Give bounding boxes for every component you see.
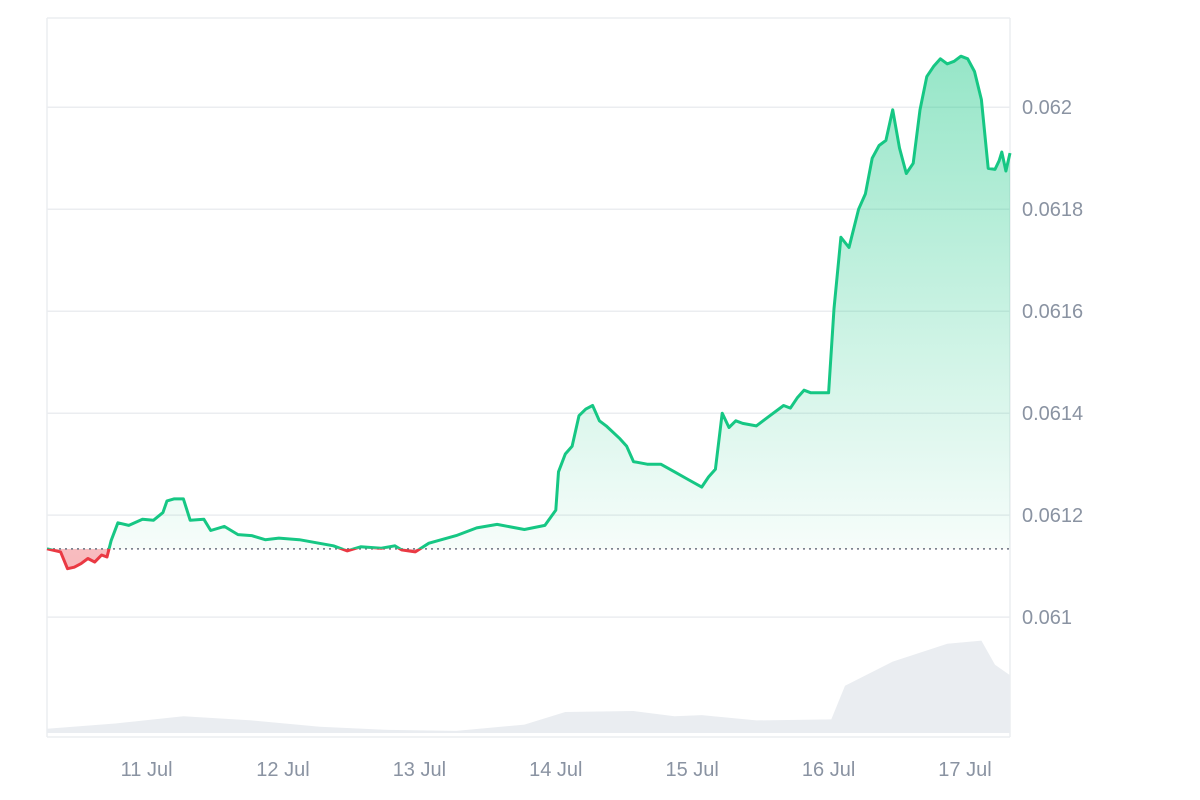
x-tick-label: 16 Jul bbox=[802, 759, 855, 781]
x-tick-label: 13 Jul bbox=[393, 759, 446, 781]
x-axis-labels: 11 Jul 12 Jul 13 Jul 14 Jul 15 Jul 16 Jul 17 J… bbox=[121, 759, 992, 781]
x-tick-label: 14 Jul bbox=[529, 759, 582, 781]
price-line bbox=[46, 54, 1012, 571]
price-line-up bbox=[46, 54, 1012, 549]
y-tick-label: 0.061 bbox=[1022, 607, 1072, 629]
y-tick-label: 0.0618 bbox=[1022, 199, 1083, 221]
price-area-up bbox=[47, 56, 1010, 549]
grid-lines bbox=[47, 106, 1010, 618]
y-tick-label: 0.0612 bbox=[1022, 505, 1083, 527]
x-tick-label: 17 Jul bbox=[938, 759, 991, 781]
y-axis-labels: 0.061 0.0612 0.0614 0.0616 0.0618 0.062 bbox=[1022, 97, 1083, 629]
x-tick-label: 15 Jul bbox=[665, 759, 718, 781]
volume-area bbox=[47, 640, 1010, 733]
y-tick-label: 0.0614 bbox=[1022, 403, 1083, 425]
price-area-down bbox=[47, 548, 421, 569]
x-tick-label: 11 Jul bbox=[121, 759, 173, 781]
y-tick-label: 0.0616 bbox=[1022, 301, 1083, 323]
volume-bars bbox=[47, 640, 1010, 733]
x-tick-label: 12 Jul bbox=[256, 759, 309, 781]
y-tick-label: 0.062 bbox=[1022, 97, 1072, 119]
price-area bbox=[47, 56, 1010, 569]
